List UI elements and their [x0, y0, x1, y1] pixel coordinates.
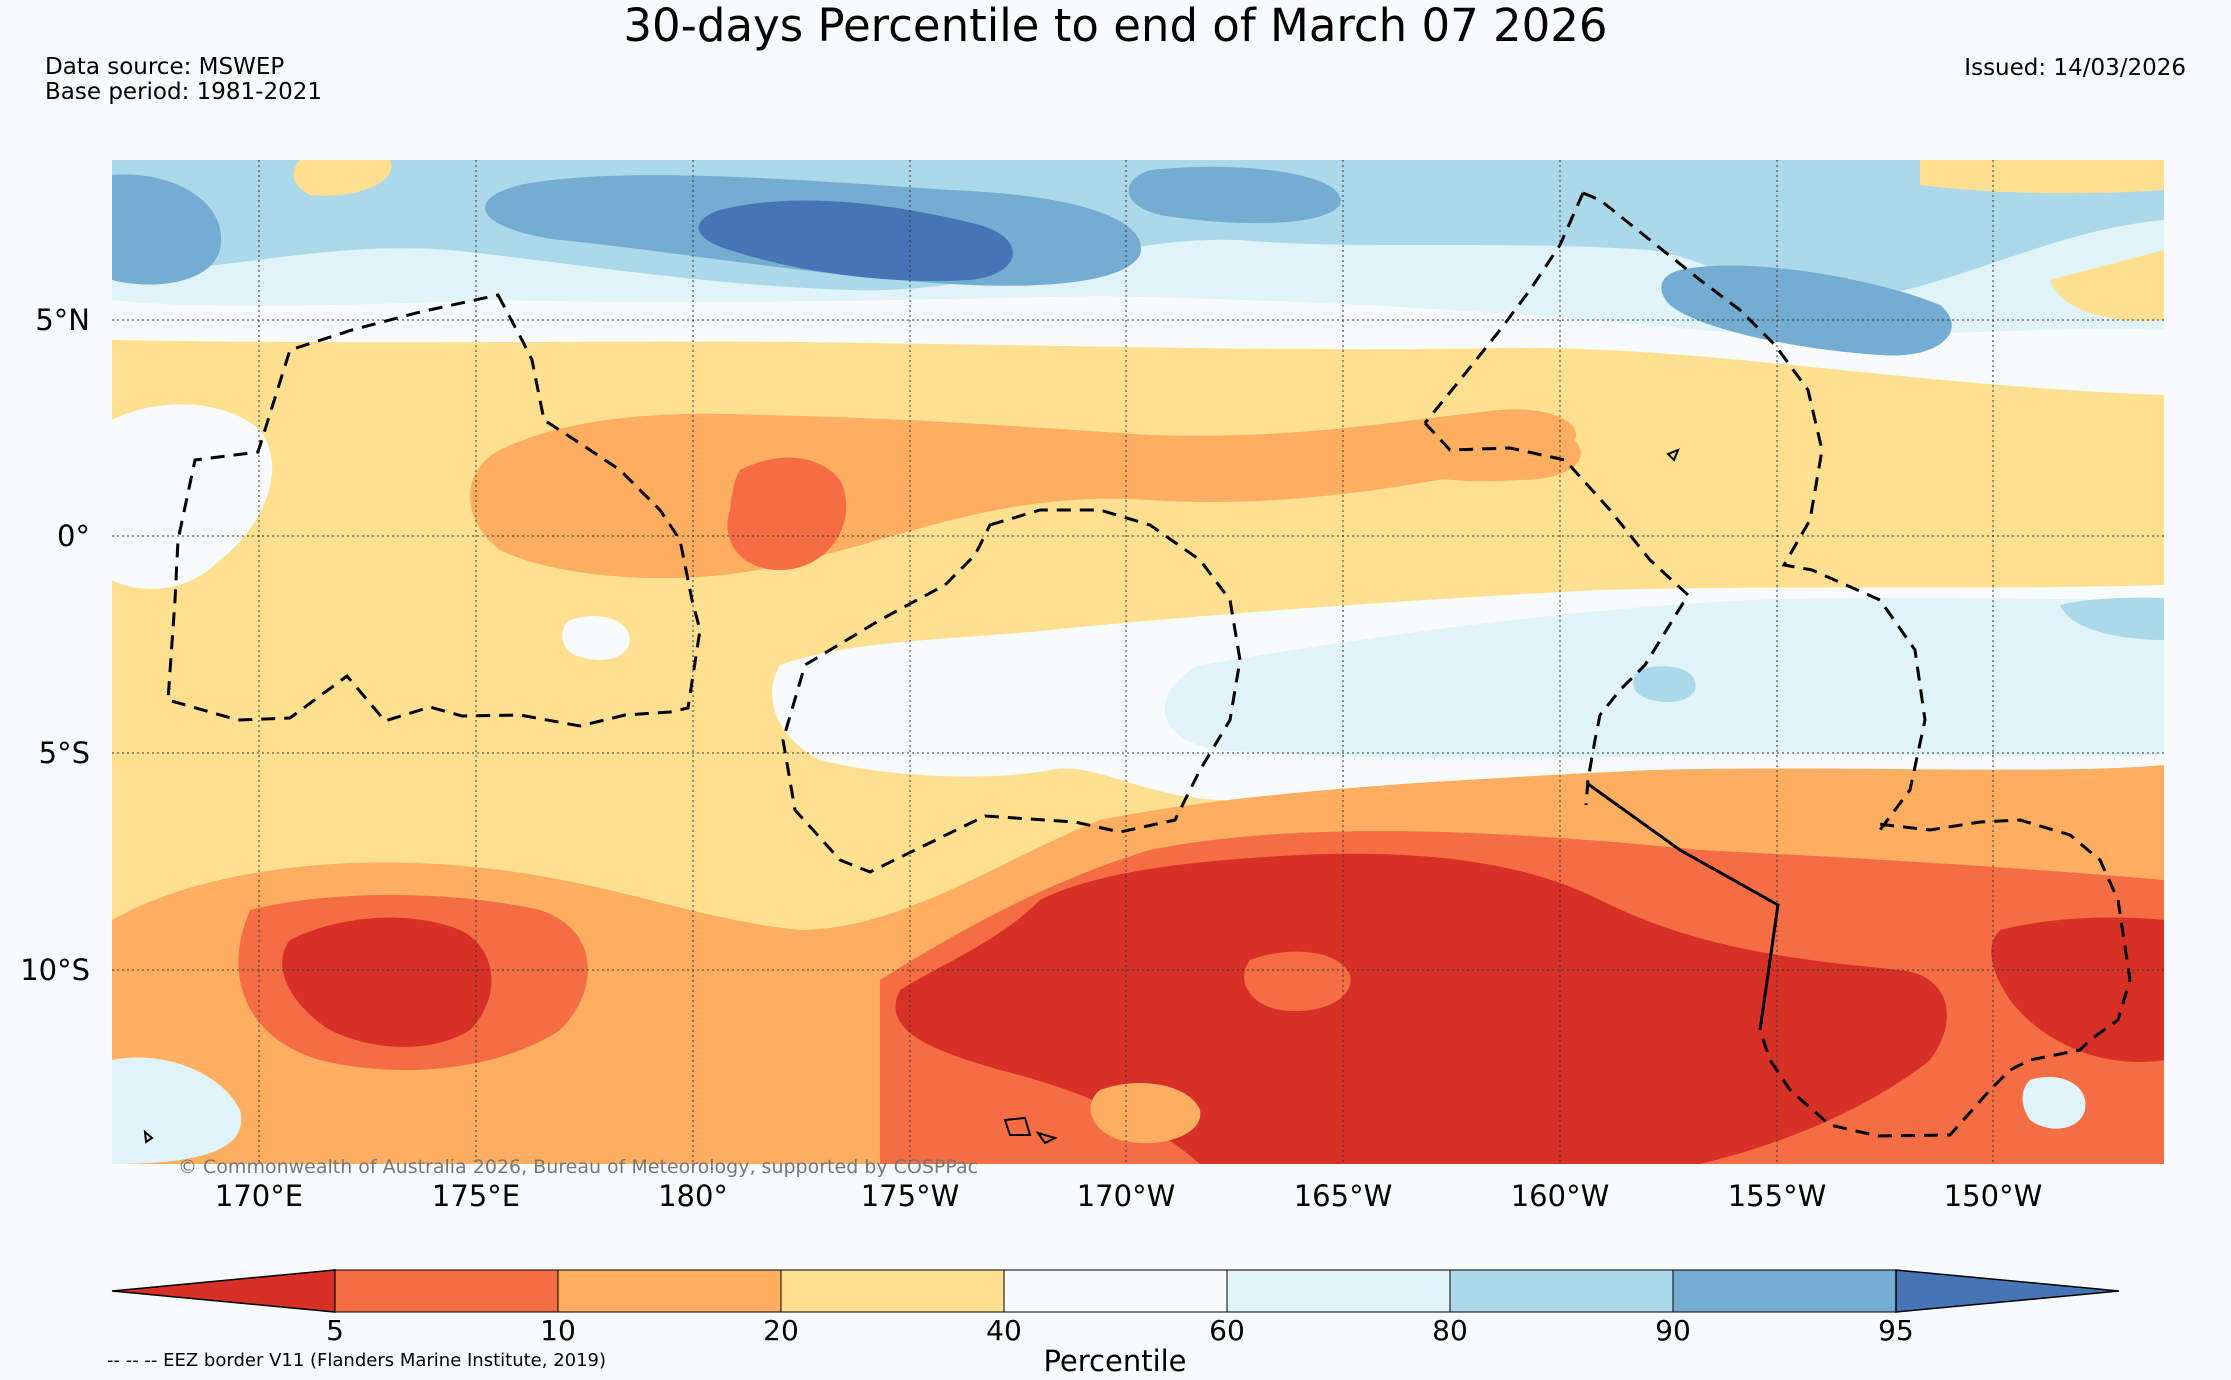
wet-patch-central-dark: [698, 200, 1013, 281]
islands: [143, 448, 1680, 1145]
map-title: 30-days Percentile to end of March 07 20…: [623, 0, 1608, 52]
lon-label-175e: 175°E: [432, 1179, 520, 1213]
dry-patch-nw: [293, 160, 392, 196]
dry-extreme-west: [282, 917, 492, 1047]
lon-label-165w: 165°W: [1294, 1179, 1393, 1213]
colorbar-tick-label: 80: [1432, 1314, 1468, 1347]
colorbar-tick-label: 10: [540, 1314, 576, 1347]
lat-label-10s: 10°S: [20, 953, 90, 987]
colorbar-tick-label: 90: [1655, 1314, 1691, 1347]
colorbar-segment: [557, 1269, 782, 1313]
dry-patch-east-top: [2050, 250, 2164, 321]
colorbar-ticks: 5 10 20 40 60 80 90 95: [326, 1314, 1914, 1347]
lon-label-175w: 175°W: [861, 1179, 960, 1213]
wet-patch-south: [2060, 597, 2164, 640]
eez-border-phoenix: [781, 508, 1242, 874]
colorbar-segment: [1449, 1269, 1674, 1313]
island-outline: [143, 1129, 154, 1144]
lon-label-170e: 170°E: [215, 1179, 303, 1213]
map-metadata: Data source: MSWEP Base period: 1981-202…: [45, 55, 322, 105]
colorbar-segment: [1672, 1269, 1897, 1313]
wet-pocket-southwest: [112, 1057, 242, 1164]
eez-borders: [166, 191, 2132, 1138]
colorbar-tick-label: 5: [326, 1314, 344, 1347]
dry-relief-patch-2: [1090, 1082, 1201, 1144]
wet-patch-west: [112, 174, 222, 285]
dry-band-equator-east: [1370, 419, 1581, 482]
dry-band-west-white: [112, 404, 273, 589]
colorbar-segment: [1003, 1269, 1228, 1313]
colorbar-segment: [334, 1269, 559, 1313]
colorbar-tick-label: 40: [986, 1314, 1022, 1347]
wet-patch-east-top: [1920, 160, 2164, 194]
eez-border-line-islands: [1423, 191, 2132, 1138]
island-outline: [1035, 1131, 1058, 1145]
colorbar-extend-low: [111, 1269, 336, 1313]
issued-date: Issued: 14/03/2026: [1964, 55, 2186, 81]
eez-border-kiribati-gilbert: [166, 293, 702, 728]
colorbar-tick-label: 95: [1878, 1314, 1914, 1347]
wet-pocket-southeast: [2022, 1076, 2086, 1129]
colorbar-title: Percentile: [1043, 1344, 1186, 1378]
lon-label-160w: 160°W: [1511, 1179, 1610, 1213]
colorbar-tick-label: 60: [1209, 1314, 1245, 1347]
colorbar-segment: [780, 1269, 1005, 1313]
data-source-text: Data source: MSWEP: [45, 54, 285, 80]
island-outline: [1003, 1116, 1032, 1136]
eez-solid-segment: [1587, 782, 1780, 1031]
base-period-text: Base period: 1981-2021: [45, 79, 323, 105]
lon-label-170w: 170°W: [1077, 1179, 1176, 1213]
eez-legend-note: -- -- -- EEZ border V11 (Flanders Marine…: [107, 1350, 606, 1371]
lon-label-150w: 150°W: [1944, 1179, 2043, 1213]
colorbar-extend-high: [1895, 1269, 2120, 1313]
wet-patch-ne: [1661, 265, 1952, 356]
lon-label-155w: 155°W: [1728, 1179, 1827, 1213]
lat-label-5n: 5°N: [35, 303, 90, 337]
colorbar-segment: [1226, 1269, 1451, 1313]
lat-label-5s: 5°S: [39, 736, 90, 770]
dry-patch-equator-strong: [727, 457, 847, 570]
colorbar-tick-label: 20: [763, 1314, 799, 1347]
latitude-labels: 5°N 0° 5°S 10°S: [20, 303, 90, 987]
lat-label-0: 0°: [57, 519, 90, 553]
wet-pocket-sw: [562, 616, 630, 660]
island-outline: [1666, 448, 1680, 462]
wet-patch-nw-top: [1128, 166, 1341, 224]
colorbar: 5 10 20 40 60 80 90 95 Percentile: [111, 1269, 2120, 1378]
wet-blob-south: [1633, 666, 1696, 702]
graticule: [112, 160, 2164, 1164]
dry-extreme-east: [1991, 917, 2164, 1062]
lon-label-180: 180°: [658, 1179, 728, 1213]
dry-relief-patch: [1244, 951, 1351, 1011]
map-field: [112, 160, 2164, 1164]
longitude-labels: 170°E 175°E 180° 175°W 170°W 165°W 160°W…: [215, 1179, 2042, 1213]
copyright-text: © Commonwealth of Australia 2026, Bureau…: [178, 1156, 978, 1178]
